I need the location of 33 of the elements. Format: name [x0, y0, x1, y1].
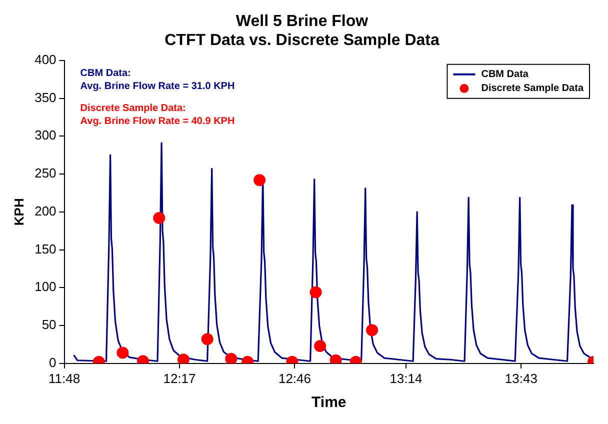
point	[366, 324, 378, 336]
annotation: Avg. Brine Flow Rate = 40.9 KPH	[80, 116, 235, 128]
x-tick-label: 12:46	[278, 370, 312, 386]
y-tick-label: 50	[42, 317, 56, 332]
y-tick-label: 400	[34, 52, 56, 67]
point	[116, 346, 129, 359]
x-tick-label: 11:48	[48, 370, 80, 386]
legend-label: Discrete Sample Data	[481, 83, 584, 94]
y-tick-label: 250	[34, 166, 56, 181]
point	[225, 352, 238, 364]
y-tick-label: 200	[34, 203, 56, 218]
x-axis-title: Time	[312, 394, 346, 412]
x-tick-label: 12:17	[163, 370, 196, 386]
x-tick-label: 13:43	[504, 370, 538, 386]
text: CTFT Data vs. Discrete Sample Data	[164, 32, 440, 50]
point	[201, 333, 214, 346]
x-tick-label: 13:14	[390, 370, 422, 386]
point	[153, 212, 166, 224]
annotation: Discrete Sample Data:	[80, 103, 186, 114]
annotation: Avg. Brine Flow Rate = 31.0 KPH	[80, 81, 235, 92]
point	[177, 354, 190, 364]
legend-label: CBM Data	[481, 69, 529, 80]
annotation: CBM Data:	[80, 68, 131, 80]
y-tick-label: 350	[34, 90, 56, 105]
y-axis-title: KPH	[11, 198, 26, 226]
y-tick-label: 300	[34, 128, 56, 143]
y-tick-label: 150	[34, 241, 56, 256]
y-tick-label: 100	[34, 279, 56, 294]
point	[314, 340, 326, 352]
y-tick-label: 0	[49, 354, 56, 370]
point	[254, 174, 266, 186]
text: Well 5 Brine Flow	[236, 13, 368, 30]
point	[310, 286, 322, 298]
